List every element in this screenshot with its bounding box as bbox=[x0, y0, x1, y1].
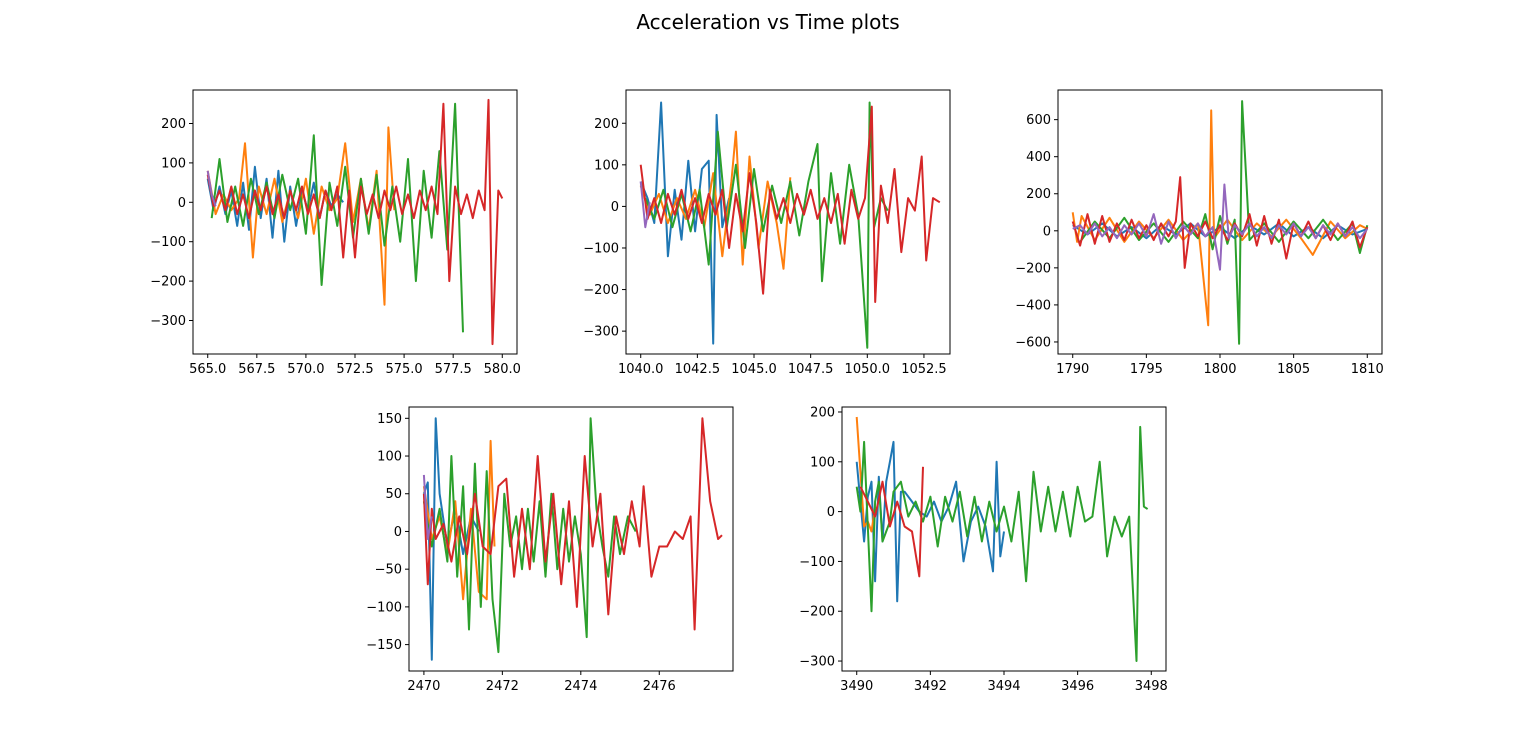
x-tick-label: 577.5 bbox=[435, 362, 472, 377]
x-tick-label: 570.0 bbox=[287, 362, 324, 377]
x-tick-label: 1795 bbox=[1130, 362, 1163, 377]
series-line-4 bbox=[859, 466, 924, 578]
y-tick-label: −100 bbox=[583, 241, 619, 256]
x-tick-label: 572.5 bbox=[336, 362, 373, 377]
x-tick-label: 1790 bbox=[1056, 362, 1089, 377]
series-group bbox=[639, 101, 941, 349]
x-tick-label: 2470 bbox=[407, 679, 440, 694]
y-tick-label: 100 bbox=[594, 158, 619, 173]
series-line-1 bbox=[422, 417, 480, 661]
figure-title: Acceleration vs Time plots bbox=[636, 10, 900, 34]
y-tick-label: 200 bbox=[161, 117, 186, 132]
y-tick-label: 200 bbox=[1026, 187, 1051, 202]
y-tick-label: −200 bbox=[150, 275, 186, 290]
subplot-1: 565.0 567.5 570.0 572.5 575.0 577.5 580.0 −300 −… bbox=[150, 89, 521, 377]
subplot-2: 1040.0 1042.5 1045.0 1047.5 1050.0 1052.5 −300… bbox=[583, 89, 951, 377]
y-tick-label: 100 bbox=[377, 450, 402, 465]
x-tick-label: 3490 bbox=[840, 679, 873, 694]
x-tick-label: 3494 bbox=[987, 679, 1020, 694]
x-tick-label: 1045.0 bbox=[731, 362, 777, 377]
y-tick-label: 0 bbox=[827, 505, 835, 520]
series-group bbox=[422, 417, 723, 661]
x-tick-label: 1810 bbox=[1351, 362, 1384, 377]
axes-frame bbox=[625, 89, 951, 355]
series-line-2 bbox=[1071, 109, 1368, 327]
x-tick-label: 565.0 bbox=[189, 362, 226, 377]
series-line-1 bbox=[639, 101, 731, 345]
x-tick-label: 580.0 bbox=[484, 362, 521, 377]
y-tick-label: 200 bbox=[810, 405, 835, 420]
x-tick-label: 3498 bbox=[1135, 679, 1168, 694]
x-tick-label: 3492 bbox=[914, 679, 947, 694]
y-tick-label: 0 bbox=[611, 200, 619, 215]
x-tick-label: 3496 bbox=[1061, 679, 1094, 694]
series-line-1 bbox=[855, 440, 1005, 603]
y-tick-label: 100 bbox=[810, 455, 835, 470]
series-line-4 bbox=[422, 417, 723, 631]
y-tick-label: 0 bbox=[178, 196, 186, 211]
series-line-2 bbox=[639, 130, 792, 270]
y-tick-label: −100 bbox=[150, 235, 186, 250]
y-tick-label: 400 bbox=[1026, 150, 1051, 165]
series-line-3 bbox=[1079, 100, 1369, 345]
axes-frame bbox=[408, 406, 734, 672]
series-line-5 bbox=[206, 170, 217, 207]
y-tick-label: −400 bbox=[1015, 298, 1051, 313]
y-tick-label: −300 bbox=[150, 314, 186, 329]
axes-frame bbox=[841, 406, 1167, 672]
y-tick-label: −100 bbox=[799, 555, 835, 570]
y-tick-label: −600 bbox=[1015, 335, 1051, 350]
series-line-5 bbox=[422, 474, 433, 540]
y-tick-label: −200 bbox=[583, 283, 619, 298]
series-line-5 bbox=[639, 181, 651, 229]
x-tick-label: 1805 bbox=[1277, 362, 1310, 377]
series-line-3 bbox=[210, 102, 464, 333]
x-tick-label: 1047.5 bbox=[788, 362, 834, 377]
x-tick-label: 2474 bbox=[564, 679, 597, 694]
series-group bbox=[855, 416, 1149, 662]
series-line-3 bbox=[855, 425, 1149, 662]
series-line-4 bbox=[639, 105, 941, 303]
series-line-5 bbox=[1072, 183, 1369, 271]
y-tick-label: −100 bbox=[366, 600, 402, 615]
y-tick-label: −300 bbox=[583, 325, 619, 340]
series-group bbox=[1071, 100, 1369, 345]
x-tick-label: 1042.5 bbox=[675, 362, 721, 377]
subplot-4: 2470 2472 2474 2476 −150 −100 −50 0 50 100 150 bbox=[366, 406, 734, 694]
y-tick-label: 0 bbox=[394, 525, 402, 540]
x-tick-label: 1052.5 bbox=[901, 362, 947, 377]
y-tick-label: 600 bbox=[1026, 113, 1051, 128]
x-tick-label: 1040.0 bbox=[618, 362, 664, 377]
x-tick-label: 1050.0 bbox=[845, 362, 891, 377]
y-tick-label: 50 bbox=[385, 487, 402, 502]
x-tick-label: 2472 bbox=[486, 679, 519, 694]
x-tick-label: 1800 bbox=[1203, 362, 1236, 377]
x-tick-label: 2476 bbox=[643, 679, 676, 694]
y-tick-label: 200 bbox=[594, 117, 619, 132]
y-tick-label: 150 bbox=[377, 412, 402, 427]
y-tick-label: −200 bbox=[799, 605, 835, 620]
y-tick-label: −50 bbox=[375, 563, 402, 578]
y-tick-label: 0 bbox=[1043, 224, 1051, 239]
y-tick-label: −300 bbox=[799, 655, 835, 670]
x-tick-label: 575.0 bbox=[385, 362, 422, 377]
series-line-3 bbox=[644, 101, 889, 349]
series-line-4 bbox=[206, 98, 504, 346]
series-group bbox=[206, 98, 504, 346]
subplot-3: 1790 1795 1800 1805 1810 −600 −400 −200 0 200 400 6… bbox=[1015, 89, 1384, 377]
y-tick-label: 100 bbox=[161, 156, 186, 171]
y-tick-label: −200 bbox=[1015, 261, 1051, 276]
y-tick-label: −150 bbox=[366, 638, 402, 653]
series-line-2 bbox=[855, 416, 877, 533]
x-tick-label: 567.5 bbox=[238, 362, 275, 377]
subplot-5: 3490 3492 3494 3496 3498 −300 −200 −100 0 100 200 bbox=[799, 405, 1168, 694]
